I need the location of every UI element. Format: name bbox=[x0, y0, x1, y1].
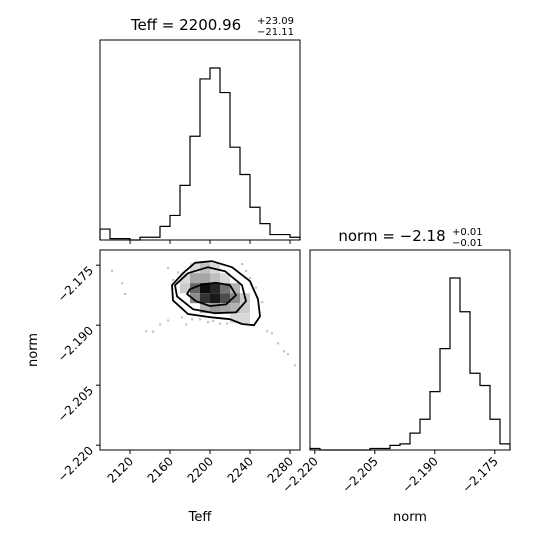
sample-point bbox=[167, 319, 170, 322]
contour-middle bbox=[174, 266, 247, 315]
y-axis-label-norm: norm bbox=[26, 333, 41, 367]
norm-histogram-frame bbox=[309, 249, 511, 451]
teff-tick-label: 2240 bbox=[225, 454, 256, 485]
density-cell bbox=[230, 313, 240, 324]
teff-histogram-panel bbox=[99, 39, 301, 244]
density-cell bbox=[220, 293, 230, 304]
norm-y-tick-label: −2.175 bbox=[55, 263, 96, 304]
density-cell bbox=[210, 273, 220, 284]
sample-point bbox=[226, 322, 229, 325]
sample-point bbox=[277, 342, 280, 345]
teff-norm-density-panel: 2120 2160 2200 2240 2280−2.175−2.190−2.205−2… bbox=[55, 249, 301, 486]
norm-y-tick-label: −2.190 bbox=[55, 323, 96, 364]
teff-histogram-line bbox=[99, 67, 301, 241]
sample-point bbox=[271, 332, 274, 335]
density-cell bbox=[190, 293, 200, 304]
density-cell bbox=[230, 303, 240, 314]
norm-y-tick-label: −2.220 bbox=[55, 443, 96, 484]
density-cell bbox=[240, 313, 250, 324]
norm-title: norm = −2.18 bbox=[338, 227, 445, 245]
norm-histogram-line bbox=[309, 277, 511, 451]
teff-title-main: Teff = 2200.96 bbox=[130, 16, 241, 34]
sample-point bbox=[181, 316, 184, 319]
sample-point bbox=[255, 286, 258, 289]
density-cell bbox=[230, 283, 240, 294]
density-cell bbox=[210, 293, 220, 304]
teff-tick-label: 2160 bbox=[145, 454, 176, 485]
sample-point bbox=[199, 318, 202, 321]
norm-histogram-panel: −2.220 −2.205 −2.190 −2.175 bbox=[280, 249, 511, 496]
density-cell bbox=[220, 303, 230, 314]
sample-point bbox=[261, 301, 264, 304]
density-cell bbox=[240, 303, 250, 314]
teff-tick-label: 2200 bbox=[185, 454, 216, 485]
sample-point bbox=[167, 267, 170, 270]
teff-title: Teff = 2200.96 bbox=[130, 16, 241, 34]
contour-inner bbox=[186, 281, 237, 307]
norm-x-tick-label: −2.205 bbox=[340, 454, 381, 495]
norm-x-tick-label: −2.190 bbox=[400, 454, 441, 495]
norm-title-minus: −0.01 bbox=[452, 238, 483, 249]
density-cell bbox=[190, 273, 200, 284]
sample-point bbox=[249, 277, 252, 280]
density-cell bbox=[180, 283, 190, 294]
sample-point bbox=[121, 282, 124, 285]
sample-point bbox=[152, 330, 155, 333]
density-cell bbox=[210, 303, 220, 314]
density-cell bbox=[230, 293, 240, 304]
sample-point bbox=[207, 321, 210, 324]
sample-point bbox=[294, 364, 297, 367]
sample-point bbox=[124, 293, 127, 296]
sample-point bbox=[145, 330, 148, 333]
density-cell bbox=[200, 293, 210, 304]
norm-y-tick-label: −2.205 bbox=[55, 383, 96, 424]
sample-point bbox=[287, 353, 290, 356]
sample-point bbox=[212, 319, 215, 322]
density-cell bbox=[220, 273, 230, 284]
sample-point bbox=[245, 269, 248, 272]
sample-point bbox=[283, 350, 286, 353]
teff-title-plus: +23.09 bbox=[257, 16, 294, 27]
teff-histogram-frame bbox=[99, 39, 301, 241]
density-cell bbox=[180, 273, 190, 284]
contour-outer bbox=[171, 260, 261, 327]
sample-point bbox=[172, 279, 175, 282]
density-cell bbox=[220, 283, 230, 294]
norm-x-tick-label: −2.175 bbox=[460, 454, 501, 495]
norm-title-plus: +0.01 bbox=[452, 227, 483, 238]
density-panel-frame bbox=[99, 249, 301, 451]
density-cell bbox=[190, 263, 200, 274]
sample-point bbox=[266, 330, 269, 333]
x-axis-label-norm: norm bbox=[393, 510, 427, 525]
sample-point bbox=[185, 323, 188, 326]
density-cell bbox=[200, 273, 210, 284]
sample-point bbox=[219, 322, 222, 325]
sample-point bbox=[159, 323, 162, 326]
teff-tick-label: 2120 bbox=[105, 454, 136, 485]
sample-point bbox=[177, 271, 180, 274]
density-cell bbox=[190, 283, 200, 294]
density-cell bbox=[200, 283, 210, 294]
sample-point bbox=[191, 318, 194, 321]
sample-point bbox=[241, 263, 244, 266]
teff-title-minus: −21.11 bbox=[257, 27, 294, 38]
x-axis-label-teff: Teff bbox=[188, 510, 213, 525]
density-cell bbox=[210, 283, 220, 294]
density-cell bbox=[200, 303, 210, 314]
sample-point bbox=[111, 269, 114, 272]
